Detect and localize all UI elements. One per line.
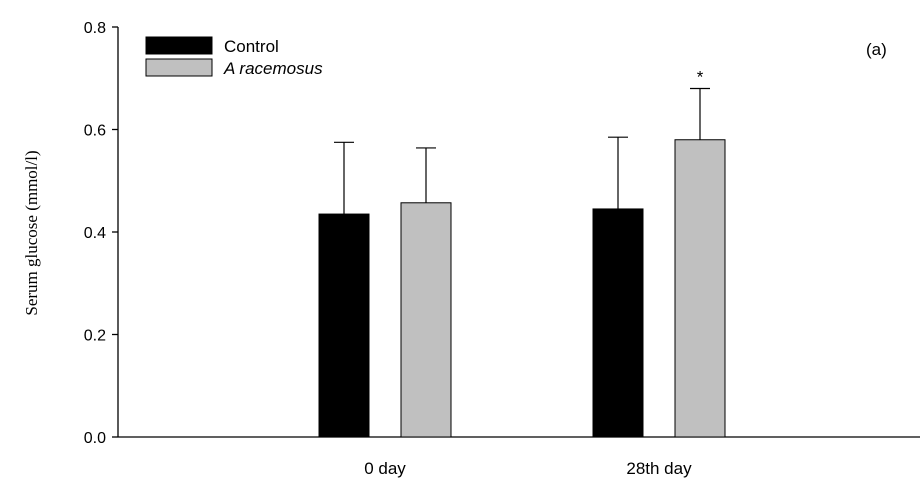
legend-swatch xyxy=(145,36,213,55)
bar xyxy=(592,208,644,438)
x-category-label: 28th day xyxy=(626,459,692,478)
y-tick-label: 0.6 xyxy=(84,123,106,140)
legend-swatch xyxy=(145,58,213,77)
y-tick-label: 0.8 xyxy=(84,20,106,37)
y-tick-label: 0.0 xyxy=(84,430,106,447)
legend-label: Control xyxy=(224,37,279,56)
bars-layer: * xyxy=(318,68,726,438)
legend-label: A racemosus xyxy=(223,59,323,78)
significance-marker: * xyxy=(697,68,704,87)
x-axis-labels: 0 day 28th day xyxy=(364,459,692,478)
y-tick-label: 0.2 xyxy=(84,328,106,345)
y-tick-label: 0.4 xyxy=(84,225,106,242)
y-axis-title: Serum glucose (mmol/l) xyxy=(22,150,41,315)
y-axis-ticks: 0.0 0.2 0.4 0.6 0.8 xyxy=(84,20,118,447)
bar xyxy=(674,139,726,438)
panel-label: (a) xyxy=(866,40,887,59)
bar xyxy=(400,202,452,438)
x-category-label: 0 day xyxy=(364,459,406,478)
legend: Control A racemosus xyxy=(145,36,323,78)
bar xyxy=(318,213,370,438)
